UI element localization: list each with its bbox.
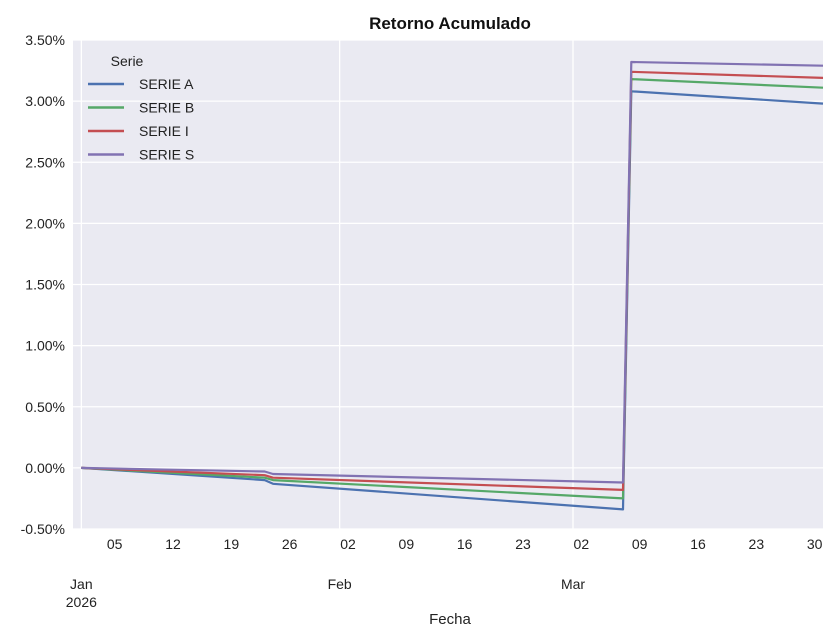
y-tick-label: 2.00%: [25, 215, 65, 231]
x-tick-label: 02: [574, 536, 590, 552]
y-tick-label: 3.00%: [25, 93, 65, 109]
month-labels: Jan 2026 Feb Mar: [66, 576, 586, 610]
year-label: 2026: [66, 594, 97, 610]
chart-title: Retorno Acumulado: [369, 14, 531, 33]
x-tick-label: 23: [515, 536, 531, 552]
y-tick-labels: -0.50% 0.00% 0.50% 1.00% 1.50% 2.00% 2.50% 3.00…: [21, 32, 65, 537]
legend-entry-label: SERIE I: [139, 123, 189, 139]
series-line-serie-i: [81, 70, 824, 491]
legend-entry-label: SERIE A: [139, 76, 194, 92]
y-tick-label: 1.00%: [25, 338, 65, 354]
legend-title: Serie: [111, 53, 144, 69]
x-tick-labels: 05 12 19 26 02 09 16 23 02 09 16 23 30: [107, 536, 823, 552]
y-tick-label: 2.50%: [25, 154, 65, 170]
y-tick-label: 1.50%: [25, 277, 65, 293]
y-tick-label: 0.00%: [25, 460, 65, 476]
x-tick-label: 23: [749, 536, 765, 552]
x-tick-label: 16: [690, 536, 706, 552]
x-tick-label: 16: [457, 536, 473, 552]
month-label: Mar: [561, 576, 585, 592]
legend[interactable]: Serie SERIE A SERIE B SERIE I SERIE S: [88, 53, 194, 163]
month-label: Feb: [328, 576, 352, 592]
x-tick-label: 26: [282, 536, 298, 552]
series-line-serie-s: [81, 60, 824, 484]
legend-entry-label: SERIE S: [139, 147, 194, 163]
x-tick-label: 05: [107, 536, 123, 552]
series-line-serie-a: [81, 90, 824, 511]
x-axis-label: Fecha: [429, 611, 471, 628]
legend-entry-label: SERIE B: [139, 100, 194, 116]
grid: [73, 39, 823, 530]
series-line-serie-b: [81, 78, 824, 500]
x-tick-label: 12: [165, 536, 181, 552]
x-tick-label: 09: [632, 536, 648, 552]
series-lines: [81, 60, 824, 511]
y-tick-label: 0.50%: [25, 399, 65, 415]
x-tick-label: 02: [340, 536, 356, 552]
y-tick-label: -0.50%: [21, 521, 65, 537]
x-tick-label: 30: [807, 536, 823, 552]
x-tick-label: 19: [224, 536, 240, 552]
y-tick-label: 3.50%: [25, 32, 65, 48]
x-tick-label: 09: [399, 536, 415, 552]
month-label: Jan: [70, 576, 93, 592]
